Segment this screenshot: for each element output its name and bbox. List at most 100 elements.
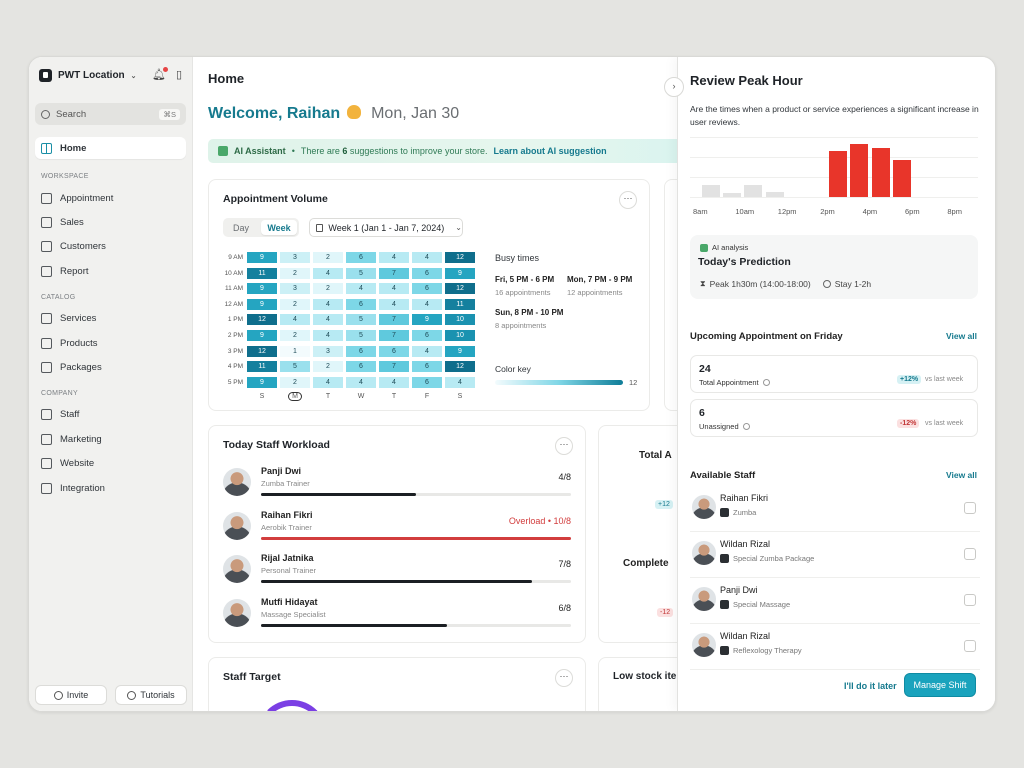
sidebar-item-packages[interactable]: Packages (35, 356, 186, 378)
sidebar-item-website[interactable]: Website (35, 453, 186, 475)
sidebar-item-products[interactable]: Products (35, 332, 186, 354)
heatmap-cell[interactable]: 2 (313, 361, 343, 373)
location-switcher[interactable]: PWT Location ⌄ (39, 69, 137, 82)
heatmap-cell[interactable]: 4 (379, 283, 409, 295)
heatmap-cell[interactable]: 6 (346, 252, 376, 263)
tutorials-button[interactable]: Tutorials (115, 685, 187, 705)
sidebar-item-customers[interactable]: Customers (35, 236, 186, 258)
sidebar-item-integration[interactable]: Integration (35, 477, 186, 499)
heatmap-cell[interactable]: 6 (346, 361, 376, 373)
chart-bar[interactable] (850, 144, 869, 197)
chart-bar[interactable] (702, 185, 720, 197)
heatmap-cell[interactable]: 11 (247, 361, 277, 373)
heatmap-cell[interactable]: 9 (445, 345, 475, 357)
heatmap-cell[interactable]: 9 (247, 252, 277, 263)
tab-day[interactable]: Day (232, 222, 249, 233)
heatmap-cell[interactable]: 2 (280, 267, 310, 279)
staff-select-checkbox[interactable] (964, 502, 976, 514)
do-it-later-button[interactable]: I'll do it later (844, 681, 897, 691)
heatmap-cell[interactable]: 5 (280, 361, 310, 373)
heatmap-cell[interactable]: 5 (346, 330, 376, 341)
heatmap-cell[interactable]: 12 (445, 361, 475, 373)
staff-view-all-link[interactable]: View all (945, 470, 977, 480)
heatmap-cell[interactable]: 6 (412, 330, 442, 341)
heatmap-cell[interactable]: 9 (247, 283, 277, 295)
heatmap-cell[interactable]: 2 (280, 298, 310, 310)
chart-bar[interactable] (723, 192, 742, 197)
chart-bar[interactable] (871, 148, 890, 197)
sidebar-item-staff[interactable]: Staff (35, 404, 186, 426)
available-staff-row[interactable]: Raihan Fikri Zumba (690, 486, 980, 532)
sidebar-item-home[interactable]: Home (35, 137, 186, 159)
available-staff-row[interactable]: Wildan Rizal Reflexology Therapy (690, 624, 980, 670)
staff-select-checkbox[interactable] (964, 640, 976, 652)
info-icon[interactable] (742, 423, 750, 430)
heatmap-cell[interactable]: 4 (346, 283, 376, 295)
workload-row[interactable]: Mutfi Hidayat Massage Specialist 6/8 (223, 597, 571, 633)
heatmap-cell[interactable]: 12 (445, 252, 475, 263)
sidebar-item-services[interactable]: Services (35, 308, 186, 330)
chart-bar[interactable] (744, 185, 763, 197)
bell-icon[interactable]: 🔔︎ (151, 67, 168, 81)
info-icon[interactable] (762, 379, 770, 386)
heatmap-cell[interactable]: 12 (247, 345, 277, 357)
heatmap-cell[interactable]: 4 (313, 330, 343, 341)
heatmap-cell[interactable]: 4 (313, 267, 343, 279)
more-options-button[interactable]: ··· (555, 437, 573, 455)
heatmap-cell[interactable]: 4 (412, 345, 442, 357)
heatmap-cell[interactable]: 4 (445, 376, 475, 388)
ai-learn-link[interactable]: Learn about AI suggestion (493, 146, 607, 156)
heatmap-cell[interactable]: 6 (412, 361, 442, 373)
more-options-button[interactable]: ··· (619, 191, 637, 209)
sidebar-item-report[interactable]: Report (35, 260, 186, 282)
chart-bar[interactable] (829, 151, 848, 197)
heatmap-cell[interactable]: 2 (280, 376, 310, 388)
heatmap-cell[interactable]: 6 (346, 345, 376, 357)
heatmap-cell[interactable]: 10 (445, 330, 475, 341)
heatmap-cell[interactable]: 4 (379, 298, 409, 310)
heatmap-cell[interactable]: 7 (379, 330, 409, 341)
heatmap-cell[interactable]: 6 (412, 267, 442, 279)
tab-week[interactable]: Week (261, 220, 297, 235)
search-input[interactable]: Search ⌘S (35, 103, 186, 125)
heatmap-cell[interactable]: 4 (346, 376, 376, 388)
heatmap-cell[interactable]: 2 (313, 252, 343, 263)
heatmap-cell[interactable]: 3 (280, 283, 310, 295)
heatmap-cell[interactable]: 4 (313, 314, 343, 326)
heatmap-cell[interactable]: 9 (247, 330, 277, 341)
heatmap-cell[interactable]: 6 (412, 283, 442, 295)
heatmap-cell[interactable]: 5 (346, 267, 376, 279)
heatmap-cell[interactable]: 11 (247, 267, 277, 279)
sidebar-item-marketing[interactable]: Marketing (35, 428, 186, 450)
available-staff-row[interactable]: Panji Dwi Special Massage (690, 578, 980, 624)
sidebar-toggle-icon[interactable]: ▯ (175, 69, 182, 81)
heatmap-cell[interactable]: 2 (280, 330, 310, 341)
heatmap-cell[interactable]: 12 (445, 283, 475, 295)
heatmap-cell[interactable]: 5 (346, 314, 376, 326)
heatmap-cell[interactable]: 2 (313, 283, 343, 295)
chart-bar[interactable] (892, 160, 911, 197)
heatmap-cell[interactable]: 9 (247, 376, 277, 388)
heatmap-cell[interactable]: 7 (379, 267, 409, 279)
workload-row[interactable]: Raihan Fikri Aerobik Trainer Overload • 10… (223, 510, 571, 546)
workload-row[interactable]: Rijal Jatnika Personal Trainer 7/8 (223, 553, 571, 589)
heatmap-cell[interactable]: 10 (445, 314, 475, 326)
heatmap-cell[interactable]: 6 (379, 345, 409, 357)
heatmap-cell[interactable]: 4 (379, 376, 409, 388)
heatmap-cell[interactable]: 4 (280, 314, 310, 326)
heatmap-cell[interactable]: 9 (412, 314, 442, 326)
collapse-panel-button[interactable]: › (664, 77, 684, 97)
heatmap-cell[interactable]: 1 (280, 345, 310, 357)
sidebar-item-sales[interactable]: Sales (35, 211, 186, 233)
heatmap-cell[interactable]: 4 (313, 298, 343, 310)
heatmap-cell[interactable]: 4 (412, 298, 442, 310)
heatmap-cell[interactable]: 9 (247, 298, 277, 310)
heatmap-cell[interactable]: 3 (280, 252, 310, 263)
staff-select-checkbox[interactable] (964, 548, 976, 560)
heatmap-cell[interactable]: 4 (412, 252, 442, 263)
chart-bar[interactable] (765, 191, 784, 197)
week-select[interactable]: Week 1 (Jan 1 - Jan 7, 2024) ⌄ (309, 218, 463, 237)
heatmap-cell[interactable]: 12 (247, 314, 277, 326)
sidebar-item-appointment[interactable]: Appointment (35, 187, 186, 209)
workload-row[interactable]: Panji Dwi Zumba Trainer 4/8 (223, 466, 571, 502)
